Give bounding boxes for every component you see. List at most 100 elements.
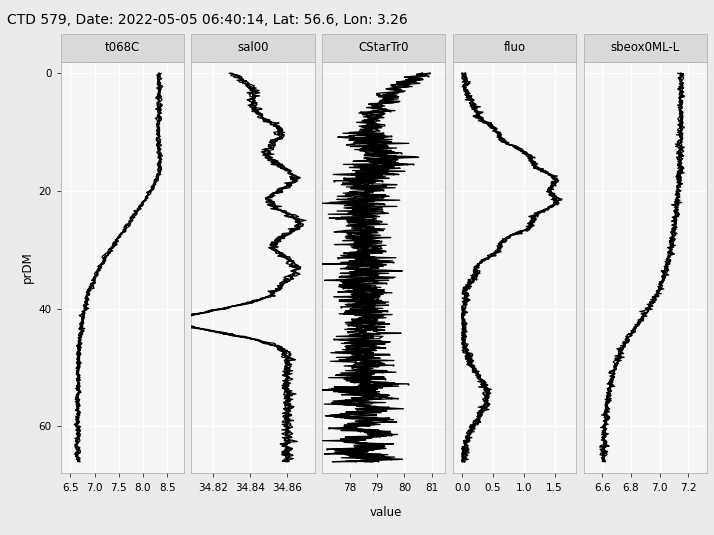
Point bbox=[494, 129, 506, 138]
Point bbox=[481, 389, 492, 398]
Point bbox=[472, 109, 483, 117]
Point bbox=[461, 288, 473, 297]
Point bbox=[508, 141, 520, 150]
Point bbox=[351, 298, 362, 307]
Point bbox=[336, 272, 347, 281]
Point bbox=[546, 202, 558, 211]
Point bbox=[474, 258, 486, 267]
Point bbox=[362, 179, 373, 187]
Point bbox=[463, 93, 475, 101]
Point bbox=[360, 268, 371, 276]
Point bbox=[374, 167, 386, 175]
Point bbox=[459, 83, 471, 91]
Point bbox=[341, 408, 352, 416]
Point bbox=[471, 265, 482, 274]
Point bbox=[368, 202, 380, 211]
Point bbox=[503, 233, 514, 241]
Point bbox=[481, 398, 493, 407]
Point bbox=[483, 120, 494, 129]
Point bbox=[352, 218, 363, 227]
Point bbox=[363, 184, 375, 192]
Point bbox=[350, 237, 361, 246]
Point bbox=[351, 204, 362, 213]
Point bbox=[463, 435, 474, 444]
Point bbox=[497, 137, 508, 146]
Point bbox=[467, 356, 478, 365]
Point bbox=[354, 233, 366, 241]
Point bbox=[342, 214, 353, 223]
Point bbox=[369, 314, 381, 323]
Point bbox=[457, 454, 468, 463]
Text: CStarTr0: CStarTr0 bbox=[358, 41, 409, 54]
Point bbox=[374, 394, 386, 402]
Point bbox=[473, 412, 484, 421]
Point bbox=[468, 272, 479, 281]
Point bbox=[477, 118, 488, 127]
Point bbox=[478, 389, 489, 398]
Point bbox=[361, 419, 373, 428]
Point bbox=[492, 132, 503, 141]
Point bbox=[462, 445, 473, 454]
Point bbox=[548, 200, 560, 208]
Point bbox=[343, 261, 354, 269]
Point bbox=[375, 454, 386, 463]
Point bbox=[358, 391, 369, 400]
Point bbox=[423, 69, 435, 78]
Point bbox=[473, 370, 484, 379]
Point bbox=[353, 263, 364, 271]
Point bbox=[473, 263, 484, 271]
Point bbox=[462, 88, 473, 96]
Point bbox=[470, 270, 481, 278]
Point bbox=[371, 165, 383, 173]
Point bbox=[366, 188, 378, 197]
Point bbox=[356, 358, 368, 367]
Point bbox=[386, 431, 397, 440]
Point bbox=[373, 457, 384, 465]
Point bbox=[355, 218, 366, 227]
Point bbox=[528, 211, 540, 220]
Point bbox=[485, 251, 496, 259]
Point bbox=[468, 100, 480, 108]
Point bbox=[366, 116, 378, 124]
Point bbox=[361, 120, 373, 129]
Point bbox=[523, 218, 535, 227]
Point bbox=[532, 209, 543, 218]
Point bbox=[358, 230, 370, 239]
Point bbox=[463, 95, 475, 103]
Point bbox=[472, 113, 483, 122]
Point bbox=[550, 179, 561, 187]
Point bbox=[546, 172, 558, 180]
Point bbox=[365, 391, 376, 400]
Point bbox=[335, 302, 346, 311]
Point bbox=[374, 242, 386, 250]
Point bbox=[373, 193, 384, 201]
Point bbox=[489, 251, 501, 259]
Point bbox=[354, 321, 366, 330]
Point bbox=[525, 221, 536, 230]
Point bbox=[482, 391, 493, 400]
Point bbox=[472, 111, 483, 120]
Point bbox=[381, 163, 393, 171]
Point bbox=[468, 363, 480, 372]
Point bbox=[485, 120, 496, 129]
Point bbox=[460, 449, 471, 458]
Point bbox=[353, 384, 364, 393]
Point bbox=[342, 300, 353, 309]
Point bbox=[488, 249, 500, 257]
Point bbox=[550, 177, 561, 185]
Point bbox=[463, 433, 474, 442]
Point bbox=[361, 442, 372, 451]
Point bbox=[463, 433, 474, 442]
Point bbox=[512, 228, 523, 236]
Point bbox=[374, 104, 386, 112]
Point bbox=[469, 268, 481, 276]
Point bbox=[458, 328, 470, 337]
Point bbox=[347, 338, 358, 346]
Point bbox=[461, 281, 473, 290]
Point bbox=[470, 104, 481, 112]
Point bbox=[422, 71, 433, 80]
Point bbox=[520, 148, 531, 157]
Point bbox=[466, 424, 477, 432]
Point bbox=[466, 277, 478, 285]
Point bbox=[358, 258, 369, 267]
